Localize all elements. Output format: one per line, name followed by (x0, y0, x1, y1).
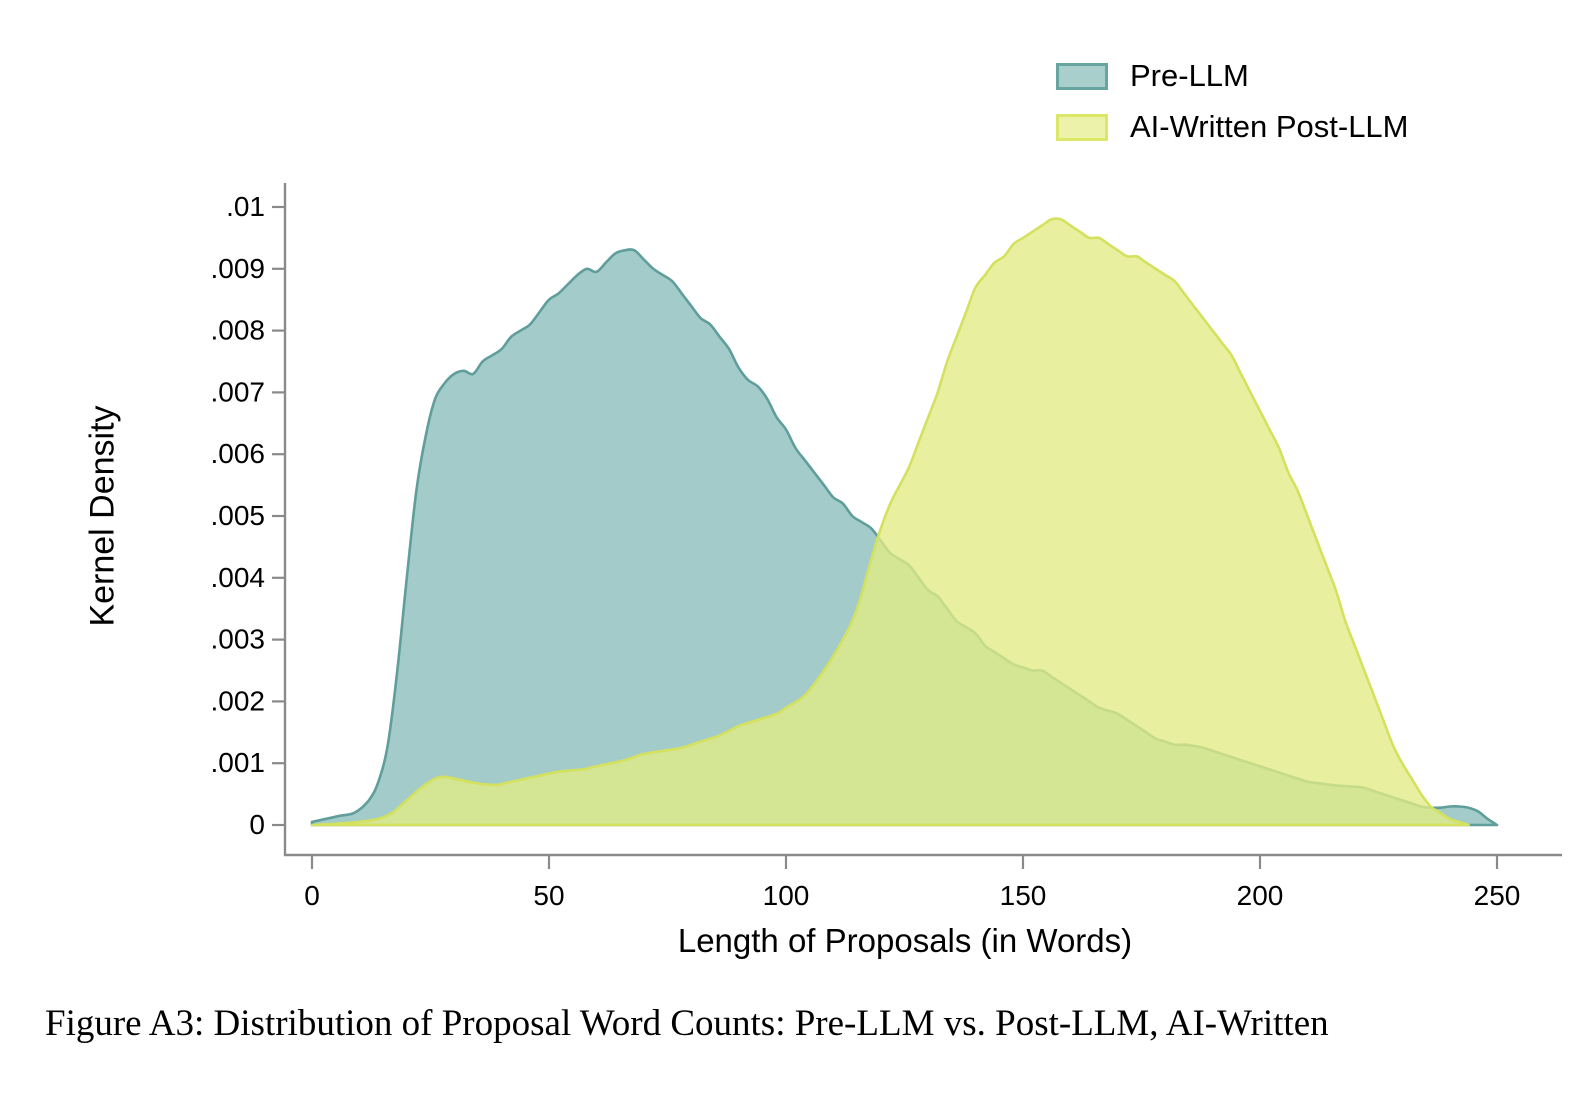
pre-llm-swatch-icon (1056, 62, 1108, 90)
legend-item-post-llm: AI-Written Post-LLM (1056, 109, 1409, 145)
x-tick-label: 50 (533, 880, 564, 911)
y-axis-title: Kernel Density (83, 405, 122, 627)
y-tick-label: .002 (211, 685, 266, 716)
kernel-density-chart: 0 .001 .002 .003 .004 .005 .006 .007 .008 .009 .01… (211, 183, 1562, 911)
x-axis-title: Length of Proposals (in Words) (677, 922, 1133, 959)
legend-label-pre-llm: Pre-LLM (1130, 58, 1249, 93)
y-tick-label: .004 (211, 562, 266, 593)
y-tick-label: .003 (211, 624, 266, 655)
y-tick-label: 0 (249, 809, 265, 840)
x-tick-label: 100 (763, 880, 810, 911)
x-tick-label: 0 (304, 880, 320, 911)
y-tick-label: .008 (211, 315, 266, 346)
y-tick-label: .001 (211, 747, 266, 778)
legend-item-pre-llm: Pre-LLM (1056, 58, 1409, 94)
y-tick-label: .007 (211, 376, 266, 407)
axis-lines (283, 183, 1562, 857)
y-tick-label: .005 (211, 500, 266, 531)
figure-caption: Figure A3: Distribution of Proposal Word… (45, 1003, 1329, 1044)
y-tick-label: .01 (226, 191, 265, 222)
post-llm-density-area (310, 217, 1470, 827)
post-llm-swatch-icon (1056, 113, 1108, 141)
legend: Pre-LLM AI-Written Post-LLM (1056, 58, 1409, 145)
y-tick-label: .006 (211, 438, 266, 469)
x-tick-label: 250 (1474, 880, 1521, 911)
legend-label-post-llm: AI-Written Post-LLM (1130, 109, 1409, 144)
x-tick-label: 150 (1000, 880, 1047, 911)
y-tick-label: .009 (211, 253, 266, 284)
x-tick-label: 200 (1237, 880, 1284, 911)
